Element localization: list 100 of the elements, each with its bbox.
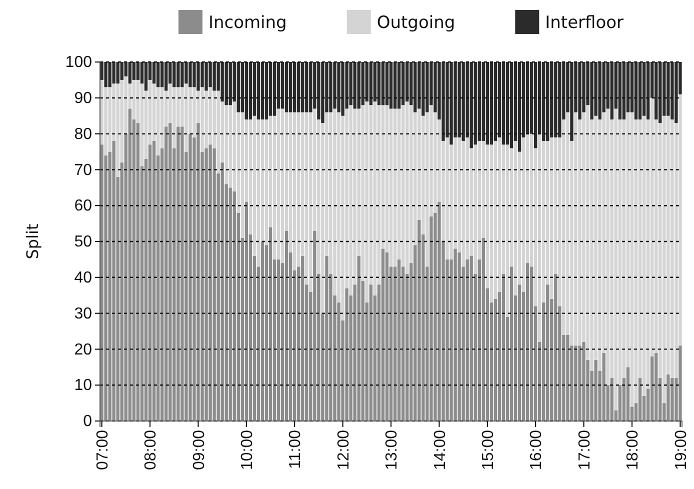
bar bbox=[116, 84, 120, 177]
bar bbox=[422, 62, 425, 116]
bar bbox=[164, 62, 168, 91]
y-tick-label: 60 bbox=[74, 198, 92, 215]
bar bbox=[678, 346, 682, 421]
bar bbox=[160, 62, 164, 88]
bar bbox=[610, 378, 614, 421]
bar bbox=[208, 144, 212, 421]
bar bbox=[413, 62, 417, 112]
bar bbox=[578, 62, 582, 120]
bar bbox=[192, 62, 196, 88]
bar bbox=[132, 80, 136, 120]
bar bbox=[518, 284, 522, 421]
bar bbox=[389, 108, 393, 267]
bar bbox=[474, 62, 477, 145]
bar bbox=[204, 90, 208, 148]
bar bbox=[100, 144, 104, 421]
bar bbox=[357, 256, 360, 421]
bar bbox=[297, 62, 300, 112]
bar bbox=[280, 62, 284, 109]
bar bbox=[212, 148, 216, 421]
bar bbox=[280, 108, 284, 264]
bar bbox=[502, 62, 506, 145]
bar bbox=[128, 62, 132, 84]
bar bbox=[228, 105, 232, 188]
x-tick-label: 18:00 bbox=[624, 430, 642, 470]
bar bbox=[329, 62, 332, 112]
bar bbox=[309, 112, 312, 292]
bar bbox=[526, 263, 530, 421]
y-axis-title: Split bbox=[23, 224, 42, 260]
bar bbox=[349, 105, 352, 296]
bar bbox=[357, 62, 360, 109]
bar bbox=[666, 374, 670, 421]
bar bbox=[204, 148, 208, 421]
bar bbox=[474, 144, 477, 274]
bar bbox=[430, 216, 433, 421]
bar bbox=[317, 62, 320, 120]
bar bbox=[260, 62, 264, 120]
bar bbox=[654, 352, 658, 421]
bar bbox=[192, 87, 196, 138]
bar bbox=[108, 62, 112, 88]
bar bbox=[244, 202, 248, 421]
bar bbox=[301, 256, 304, 421]
bar bbox=[176, 62, 180, 88]
x-tick-label: 10:00 bbox=[239, 430, 256, 470]
bar bbox=[184, 62, 188, 84]
bar bbox=[458, 62, 461, 138]
bar bbox=[626, 367, 630, 421]
bar bbox=[224, 105, 228, 184]
bar bbox=[369, 284, 373, 421]
bar bbox=[478, 62, 481, 141]
bar bbox=[264, 119, 268, 246]
bar bbox=[264, 62, 268, 120]
legend-label: Incoming bbox=[208, 13, 287, 33]
bar bbox=[650, 356, 654, 421]
bar bbox=[502, 274, 506, 421]
bar bbox=[104, 62, 108, 88]
bar bbox=[554, 62, 558, 138]
y-tick-label: 70 bbox=[74, 162, 92, 179]
bar bbox=[670, 378, 674, 421]
bar bbox=[494, 62, 498, 141]
bar bbox=[252, 62, 256, 116]
bar bbox=[152, 140, 156, 421]
bar bbox=[309, 62, 312, 112]
bar bbox=[220, 62, 224, 102]
bar bbox=[116, 62, 120, 84]
bar bbox=[216, 90, 220, 174]
legend-label: Outgoing bbox=[376, 13, 456, 33]
bar bbox=[550, 137, 554, 299]
bar bbox=[256, 119, 260, 267]
bar bbox=[518, 62, 522, 152]
bar bbox=[426, 62, 429, 112]
bar bbox=[466, 259, 469, 421]
bar bbox=[630, 112, 634, 407]
bar bbox=[196, 62, 200, 91]
bar bbox=[120, 62, 124, 80]
bar bbox=[594, 62, 598, 116]
bar bbox=[276, 259, 280, 421]
bar bbox=[530, 266, 534, 421]
bar bbox=[550, 62, 554, 138]
bar bbox=[654, 62, 658, 120]
bar bbox=[574, 346, 578, 421]
bar bbox=[297, 112, 300, 267]
bar bbox=[670, 119, 674, 378]
bar bbox=[152, 62, 156, 84]
x-tick-label: 13:00 bbox=[384, 430, 401, 470]
bar bbox=[454, 248, 457, 421]
bar bbox=[486, 62, 490, 145]
x-tick-label: 09:00 bbox=[190, 430, 208, 470]
bar bbox=[188, 134, 192, 421]
y-tick-label: 30 bbox=[74, 305, 92, 322]
bar bbox=[590, 62, 594, 120]
bar bbox=[244, 62, 248, 120]
bar bbox=[385, 62, 389, 106]
y-tick-label: 80 bbox=[74, 126, 92, 143]
bar bbox=[582, 342, 586, 421]
bar bbox=[200, 87, 204, 152]
bar bbox=[389, 62, 393, 109]
bar bbox=[506, 62, 510, 145]
bar bbox=[188, 62, 192, 88]
